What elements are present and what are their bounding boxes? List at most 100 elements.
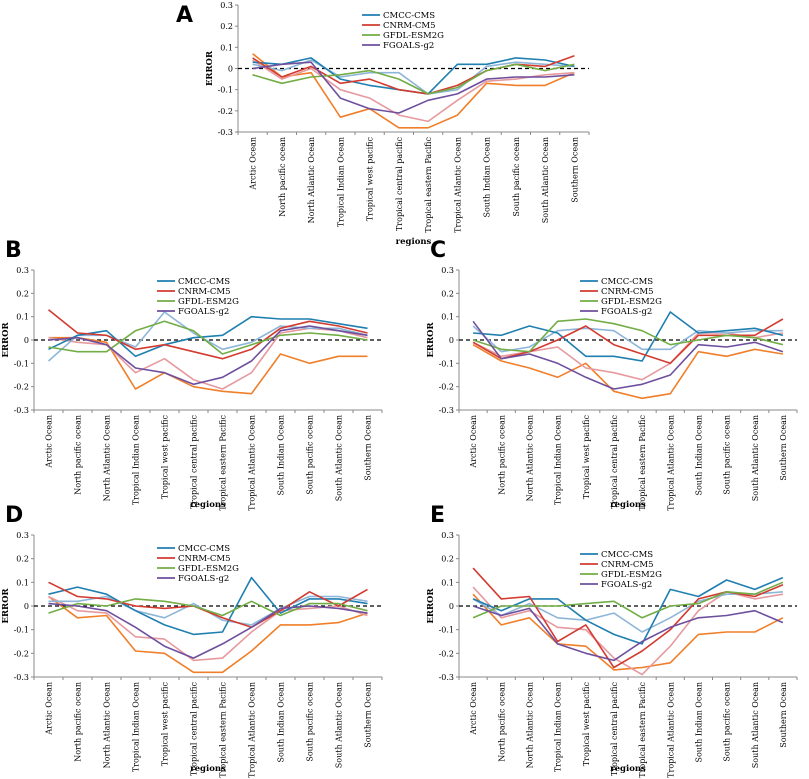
x-tick-label: Tropical Indian Ocean	[132, 415, 141, 505]
y-tick-label: 0	[24, 602, 29, 611]
x-tick-label: Tropical west pacific	[366, 136, 375, 221]
series-line-unlabeled-5	[48, 327, 368, 390]
x-tick-label: Southern Ocean	[364, 415, 373, 481]
x-tick-label: Tropical Atlantic Ocean	[248, 415, 257, 511]
x-tick-label: Tropical eastern Pacific	[424, 136, 433, 232]
x-tick-label: Tropical eastern Pacific	[219, 414, 228, 510]
chart-panel-b: B 0.3 0.2 0.1 0 -0.1 -0.2 -0.3 Arctic Ocean North…	[1, 238, 383, 511]
legend-label: CNRM-CM5	[178, 554, 231, 564]
x-tick-label: Tropical central pacific	[610, 414, 619, 509]
series-line-gfdl-esm2g	[48, 320, 368, 355]
panel-letter: A	[176, 3, 193, 28]
legend-label: CMCC-CMS	[601, 277, 653, 287]
y-tick-label: -0.2	[218, 107, 233, 116]
y-tick-label: 0	[228, 65, 233, 74]
x-tick-label: Tropical west pacific	[582, 414, 591, 499]
y-tick-label: -0.1	[14, 626, 29, 635]
x-tick-label: North Atlantic Ocean	[103, 682, 112, 768]
x-tick-label: North Atlantic Ocean	[525, 682, 534, 768]
series-line-unlabeled-4	[252, 53, 575, 129]
chart-panel-e: E 0.3 0.2 0.1 0 -0.1 -0.2 -0.3 Arctic Ocean North…	[426, 503, 798, 778]
y-axis-title: ERROR	[426, 322, 436, 358]
legend-label: GFDL-ESM2G	[383, 31, 444, 41]
series-line-cnrm-cm5	[47, 309, 368, 360]
series-line-gfdl-esm2g	[472, 581, 784, 619]
series-line-unlabeled-5	[252, 59, 575, 123]
x-tick-label: South pacific ocean	[723, 682, 732, 762]
y-tick-label: -0.3	[439, 673, 454, 682]
y-tick-label: 0.2	[16, 555, 29, 564]
panel-letter: C	[430, 238, 446, 263]
x-tick-label: Arctic Ocean	[249, 137, 258, 191]
x-tick-label: Tropical Atlantic Ocean	[453, 137, 462, 233]
chart-panel-c: C 0.3 0.2 0.1 0 -0.1 -0.2 -0.3 Arctic Ocean North…	[426, 238, 798, 511]
x-tick-label: South pacific ocean	[723, 415, 732, 495]
series-line-fgoals-g2	[252, 61, 575, 114]
x-tick-label: South Indian Ocean	[277, 415, 286, 496]
x-tick-label: Tropical Indian Ocean	[554, 682, 563, 772]
y-tick-label: -0.3	[218, 128, 233, 137]
series-line-unlabeled-4	[472, 344, 784, 400]
x-axis-title: regions	[610, 500, 646, 510]
x-tick-label: Arctic Ocean	[469, 682, 478, 736]
x-tick-label: Tropical eastern Pacific	[219, 681, 228, 777]
y-tick-label: -0.1	[218, 86, 233, 95]
x-axis-title: regions	[190, 764, 226, 774]
chart-panel-a: A 0.3 0.2 0.1 0 -0.1 -0.2 -0.3 Arctic Ocean North…	[176, 1, 590, 247]
panel-letter: E	[430, 503, 445, 528]
legend-label: CNRM-CM5	[601, 287, 654, 297]
x-tick-label: South Indian Ocean	[483, 137, 492, 218]
x-tick-label: Southern Ocean	[364, 682, 373, 748]
y-tick-label: 0.1	[16, 578, 29, 587]
x-tick-label: Arctic Ocean	[469, 415, 478, 469]
x-axis-title: regions	[610, 764, 646, 774]
x-tick-label: North Atlantic Ocean	[525, 415, 534, 501]
y-tick-label: 0	[24, 336, 29, 345]
legend-label: CMCC-CMS	[383, 11, 435, 21]
x-tick-label: Tropical eastern Pacific	[638, 681, 647, 777]
x-tick-label: Tropical Atlantic Ocean	[666, 415, 675, 511]
x-tick-label: South pacific ocean	[306, 682, 315, 762]
legend-label: GFDL-ESM2G	[601, 297, 662, 307]
series-line-cmcc-cms	[472, 576, 784, 645]
series-line-cnrm-cm5	[472, 318, 784, 365]
series-line-unlabeled-5	[48, 595, 368, 662]
x-tick-label: Tropical central pacific	[190, 681, 199, 776]
x-axis-title: regions	[190, 500, 226, 510]
y-tick-label: -0.3	[14, 406, 29, 415]
y-tick-label: -0.2	[439, 649, 454, 658]
x-tick-label: Tropical Indian Ocean	[554, 415, 563, 505]
panel-letter: D	[5, 503, 23, 528]
y-tick-label: 0.1	[220, 43, 233, 52]
series-line-unlabeled-4	[472, 593, 784, 671]
x-tick-label: North Atlantic Ocean	[103, 415, 112, 501]
y-tick-label: 0.3	[441, 266, 454, 275]
y-tick-label: 0.1	[441, 578, 454, 587]
y-tick-label: -0.3	[439, 406, 454, 415]
y-tick-label: -0.1	[14, 359, 29, 368]
series-line-fgoals-g2	[472, 320, 784, 390]
x-tick-label: Arctic Ocean	[45, 682, 54, 736]
y-axis-title: ERROR	[1, 322, 11, 358]
legend-label: FGOALS-g2	[178, 574, 229, 584]
legend-label: GFDL-ESM2G	[178, 564, 239, 574]
series-line-cmcc-cms	[473, 311, 784, 362]
x-tick-label: South Atlantic Ocean	[335, 682, 344, 768]
y-tick-label: 0.3	[220, 1, 233, 10]
y-tick-label: -0.2	[14, 649, 29, 658]
y-tick-label: 0.1	[441, 313, 454, 322]
series-line-fgoals-g2	[472, 605, 784, 662]
x-tick-label: South pacific ocean	[306, 415, 315, 495]
x-tick-label: South Indian Ocean	[277, 682, 286, 763]
series-line-unlabeled-4	[48, 595, 368, 674]
y-tick-label: -0.3	[14, 673, 29, 682]
y-tick-label: 0.2	[16, 289, 29, 298]
x-tick-label: South Atlantic Ocean	[751, 415, 760, 501]
y-tick-label: 0.1	[16, 313, 29, 322]
y-tick-label: -0.2	[439, 383, 454, 392]
x-tick-label: Tropical central pacific	[395, 136, 404, 231]
legend-label: CMCC-CMS	[601, 550, 653, 560]
